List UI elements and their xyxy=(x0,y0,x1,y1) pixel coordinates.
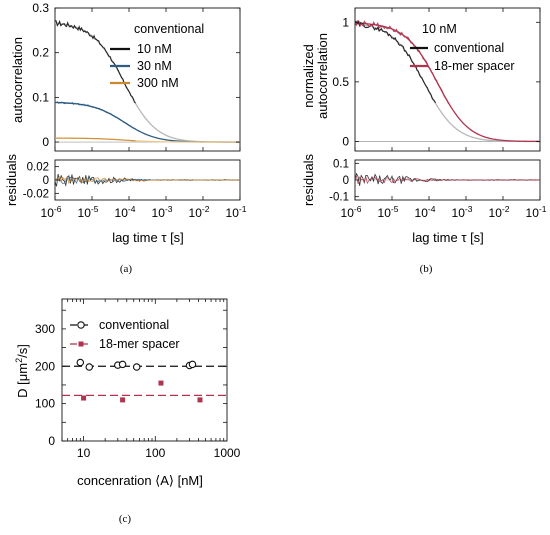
panel-b-legend: 10 nM conventional 18-mer spacer xyxy=(410,22,515,73)
panel-c-point-conventional xyxy=(85,363,94,371)
panel-a-subcaption: (a) xyxy=(120,263,133,275)
panel-b-xlabel: lag time τ [s] xyxy=(412,230,484,245)
panel-c-subcaption: (c) xyxy=(119,513,132,525)
panel-c-x-tick-label: 10 xyxy=(77,446,91,460)
panel-b-legend-label-conventional: conventional xyxy=(434,41,504,55)
b-x-tick-label: 10-6 xyxy=(341,204,362,220)
b-data-18-mer-spacer xyxy=(354,20,450,105)
panel-a-residual-lines xyxy=(54,173,241,187)
panel-a-legend-label-30nm: 30 nM xyxy=(137,59,172,73)
panel-c: conventional 18-mer spacer D [μm2/s] 10 1… xyxy=(14,298,241,525)
b-res-y-tick-label: 0 xyxy=(343,175,349,187)
panel-b-legend-title: 10 nM xyxy=(422,22,457,36)
panel-c-reference-lines xyxy=(62,365,227,397)
b-y-tick-label: 1 xyxy=(342,15,349,29)
b-residual-18-mer-spacer xyxy=(354,175,541,185)
a-res-y-tick-label: -0.02 xyxy=(23,188,49,200)
panel-b-residual-lines xyxy=(354,172,541,186)
panel-b-x-tick-labels: 10-6 10-5 10-4 10-3 10-2 10-1 xyxy=(341,204,547,220)
panel-b-ylabel-line2: autocorrelation xyxy=(315,33,330,119)
panel-a-plot-frame xyxy=(54,7,241,152)
a-data-30-nm xyxy=(54,101,136,130)
panel-b-ylabel-line1: normalized xyxy=(301,44,316,108)
panel-c-y-tick-labels: 0 100 200 300 xyxy=(35,322,55,448)
panel-c-xlabel: concenration ⟨A⟩ [nM] xyxy=(77,473,203,488)
a-x-tick-label: 10-6 xyxy=(41,204,62,220)
panel-c-y-tick-label: 200 xyxy=(35,359,55,373)
panel-c-y-tick-label: 300 xyxy=(35,322,55,336)
panel-b-residual-ticks: -0.1 0 0.1 xyxy=(329,158,541,204)
a-residual-300-nm xyxy=(54,175,241,184)
panel-c-axis-ticks xyxy=(61,299,227,442)
panel-a-xlabel: lag time τ [s] xyxy=(112,230,184,245)
b-res-y-tick-label: -0.1 xyxy=(329,192,349,204)
panel-c-point-conventional xyxy=(76,358,85,367)
panel-a: 0 0.1 0.2 0.3 autocorrelation conventional … xyxy=(4,1,247,275)
a-y-tick-label: 0.2 xyxy=(32,46,49,60)
a-res-y-tick-label: 0 xyxy=(43,175,49,187)
panel-a-legend: conventional 10 nM 30 nM 300 nM xyxy=(110,22,204,90)
panel-c-point-conventional xyxy=(132,363,141,371)
panel-a-legend-label-10nm: 10 nM xyxy=(137,42,172,56)
a-y-tick-label: 0 xyxy=(42,135,49,149)
b-x-tick-label: 10-1 xyxy=(526,204,547,220)
b-x-tick-label: 10-5 xyxy=(378,204,399,220)
panel-b-legend-label-spacer: 18-mer spacer xyxy=(434,59,515,73)
panel-b-subcaption: (b) xyxy=(420,263,433,275)
panel-a-x-tick-labels: 10-6 10-5 10-4 10-3 10-2 10-1 xyxy=(41,204,247,220)
a-fit-30-nm xyxy=(54,101,240,143)
panel-c-x-tick-labels: 10 100 1000 xyxy=(77,446,241,460)
panel-b-plot-frame xyxy=(354,7,541,152)
a-x-tick-label: 10-5 xyxy=(78,204,99,220)
panel-a-ylabel: autocorrelation xyxy=(10,37,25,123)
panel-c-legend-marker-conventional xyxy=(77,321,85,329)
a-x-tick-label: 10-2 xyxy=(189,204,210,220)
panel-c-ylabel-tail: /s] xyxy=(15,344,30,358)
a-data-300-nm xyxy=(54,137,136,142)
panel-c-ylabel-main: D [μm xyxy=(15,363,30,398)
panel-c-point-conventional xyxy=(118,360,127,369)
a-x-tick-label: 10-1 xyxy=(226,204,247,220)
panel-b-residual-ylabel: residuals xyxy=(301,153,316,206)
panel-c-ylabel: D [μm2/s] xyxy=(14,344,30,398)
panel-a-axis-ticks: 0 0.1 0.2 0.3 xyxy=(32,1,241,151)
b-y-tick-label: 0.5 xyxy=(332,75,349,89)
panel-c-point-spacer xyxy=(81,395,87,401)
b-res-y-tick-label: 0.1 xyxy=(333,158,349,170)
panel-a-data-lines xyxy=(54,19,136,142)
a-res-y-tick-label: 0.02 xyxy=(27,162,49,174)
panel-c-point-spacer xyxy=(120,397,126,403)
panel-c-point-spacer xyxy=(158,380,164,386)
panel-c-data-points xyxy=(76,358,203,403)
panel-a-legend-title: conventional xyxy=(134,22,204,36)
b-data-conventional xyxy=(354,20,436,104)
panel-c-legend-marker-spacer xyxy=(78,341,84,347)
panel-b: 00.51 normalized autocorrelation 10 nM c… xyxy=(301,7,547,275)
b-x-tick-label: 10-2 xyxy=(489,204,510,220)
panel-c-legend-label-conventional: conventional xyxy=(99,318,169,332)
a-y-tick-label: 0.3 xyxy=(32,1,49,15)
a-y-tick-label: 0.1 xyxy=(32,90,49,104)
a-x-tick-label: 10-4 xyxy=(115,204,136,220)
panel-c-y-tick-label: 100 xyxy=(35,397,55,411)
b-x-tick-label: 10-4 xyxy=(415,204,436,220)
panel-a-residual-ylabel: residuals xyxy=(4,153,19,206)
b-x-tick-label: 10-3 xyxy=(452,204,473,220)
panel-c-legend: conventional 18-mer spacer xyxy=(70,318,180,351)
panel-c-ylabel-superscript: 2 xyxy=(14,358,24,363)
panel-b-data-lines xyxy=(354,20,450,105)
panel-c-y-tick-label: 0 xyxy=(48,434,55,448)
a-x-tick-label: 10-3 xyxy=(152,204,173,220)
a-data-10-nm xyxy=(54,19,136,104)
panel-c-point-conventional xyxy=(188,360,197,369)
panel-c-x-tick-label: 1000 xyxy=(214,446,241,460)
b-y-tick-label: 0 xyxy=(342,134,349,148)
panel-a-legend-label-300nm: 300 nM xyxy=(137,76,179,90)
panel-c-point-spacer xyxy=(197,397,203,403)
panel-c-x-tick-label: 100 xyxy=(145,446,165,460)
panel-c-legend-label-spacer: 18-mer spacer xyxy=(99,337,180,351)
panel-b-axis-ticks: 00.51 xyxy=(332,8,541,151)
